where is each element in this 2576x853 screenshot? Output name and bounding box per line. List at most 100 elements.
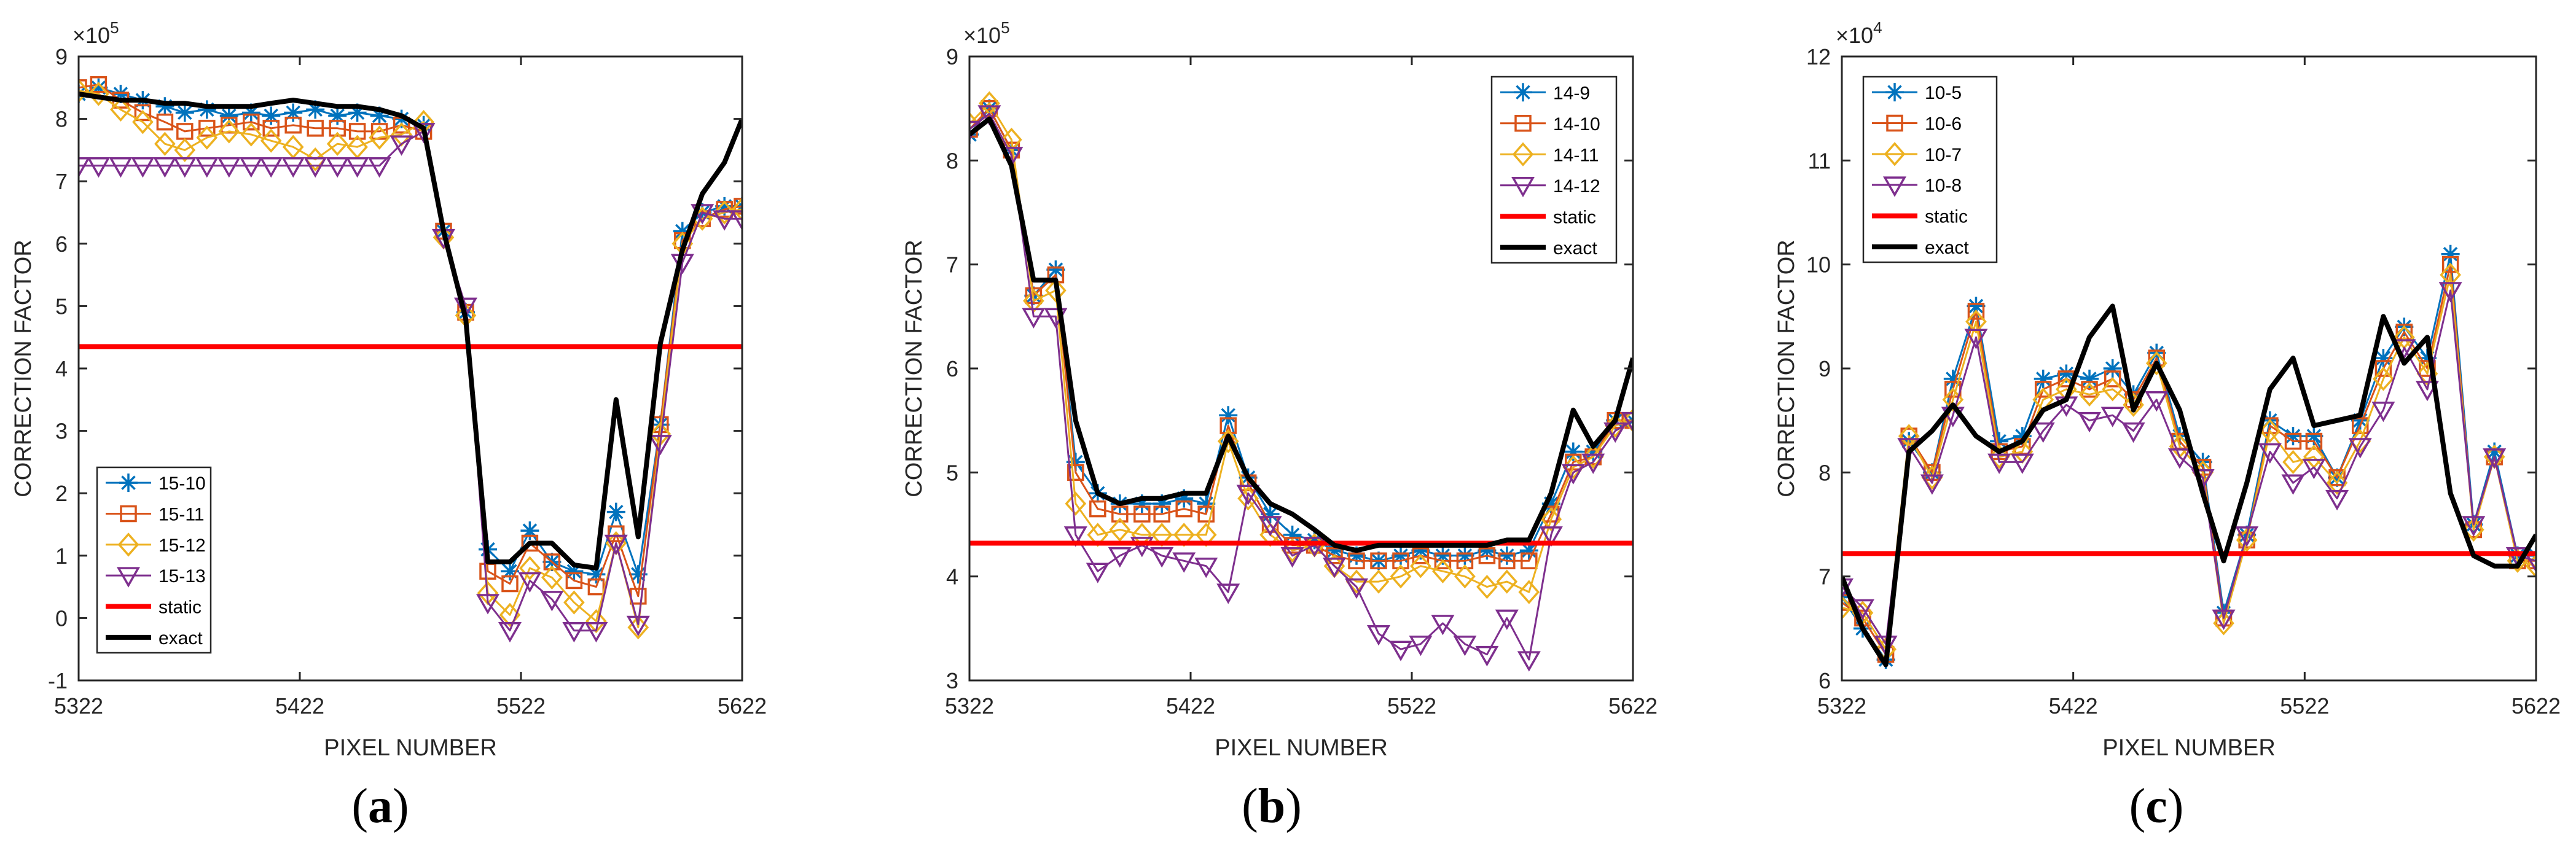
data-point-10-5 [2441, 244, 2460, 263]
legend-label-exact: exact [159, 628, 203, 649]
data-point-14-10 [1392, 552, 1409, 570]
data-point-10-5 [2351, 411, 2370, 430]
legend-marker-14-10 [1514, 115, 1532, 132]
data-point-15-13 [498, 621, 522, 643]
data-point-10-5 [2034, 369, 2053, 388]
data-point-15-10 [306, 100, 325, 119]
caption-b: (b) [1242, 779, 1302, 833]
data-point-15-13 [153, 157, 177, 178]
data-point-15-10 [715, 197, 734, 216]
data-point-15-11 [307, 120, 324, 137]
data-point-14-10 [1624, 411, 1633, 429]
legend-label-static: static [1925, 207, 1968, 227]
x-axis-label: PIXEL NUMBER [2102, 735, 2276, 761]
data-point-15-10 [673, 222, 692, 241]
data-point-10-8 [2258, 443, 2282, 464]
data-point-14-9 [1283, 525, 1302, 544]
data-point-14-11 [1065, 491, 1087, 516]
data-point-15-12 [174, 138, 196, 163]
data-point-10-6 [1842, 594, 1850, 611]
data-point-15-12 [218, 119, 240, 144]
legend: 14-9 14-10 14-11 14-12 static exact [1490, 76, 1618, 264]
data-point-10-5 [2284, 427, 2303, 446]
data-point-15-12 [499, 602, 521, 627]
data-point-10-5 [1990, 432, 2009, 451]
y-tick-label: 6 [55, 232, 68, 257]
legend-marker-14-11 [1512, 142, 1534, 166]
data-point-10-7 [2326, 470, 2348, 495]
data-point-10-8 [2100, 407, 2124, 427]
y-tick-label: 1 [55, 543, 68, 569]
data-point-10-7 [2462, 517, 2484, 542]
data-point-15-12 [79, 79, 90, 103]
data-point-14-12 [1280, 547, 1304, 568]
data-point-14-10 [1175, 500, 1192, 518]
data-point-14-12 [1409, 635, 1433, 656]
data-point-14-12 [1388, 641, 1413, 661]
data-point-10-7 [2102, 377, 2124, 402]
data-point-14-10 [1219, 417, 1237, 434]
data-point-10-7 [2373, 367, 2394, 391]
data-point-10-8 [2145, 391, 2169, 412]
y-tick-label: 12 [1806, 44, 1831, 69]
data-point-10-8 [2010, 453, 2034, 474]
y-tick-label: 9 [1818, 356, 1831, 381]
chart-panel-b: 5322 5422 5522 5622 3 4 5 6 7 8 9×105 PIXEL NUMBER C… [901, 18, 1658, 761]
data-point-10-5 [2417, 349, 2437, 368]
y-tick-label: 4 [55, 356, 68, 381]
data-point-15-12 [196, 125, 218, 150]
legend-label-10-8: 10-8 [1925, 176, 1962, 196]
data-point-10-8 [2302, 459, 2326, 480]
y-exponent-label: ×105 [72, 18, 119, 48]
data-point-14-9 [1153, 494, 1172, 513]
x-tick-label: 5522 [1387, 693, 1436, 719]
data-point-15-10 [241, 103, 260, 122]
data-point-10-7 [2236, 528, 2258, 553]
data-point-14-9 [1261, 505, 1280, 524]
data-point-10-5 [2374, 349, 2393, 368]
data-point-14-9 [1478, 541, 1497, 560]
series-group [969, 91, 1633, 672]
data-point-14-9 [1455, 546, 1474, 565]
y-tick-label: 9 [55, 44, 68, 69]
data-point-15-12 [132, 110, 154, 134]
data-point-15-11 [501, 575, 519, 593]
data-point-15-10 [284, 103, 303, 122]
data-point-15-11 [156, 113, 174, 131]
data-point-15-11 [329, 120, 346, 137]
legend-label-10-6: 10-6 [1925, 114, 1962, 134]
legend-marker-15-12 [117, 532, 139, 557]
legend: 15-10 15-11 15-12 15-13 static exact [96, 466, 212, 654]
legend-label-10-5: 10-5 [1925, 83, 1962, 103]
data-point-10-6 [2351, 417, 2369, 434]
y-tick-label: 5 [946, 460, 958, 485]
legend-label-15-10: 15-10 [159, 473, 206, 494]
data-point-10-7 [1842, 595, 1853, 620]
data-point-15-13 [195, 157, 219, 178]
data-point-14-12 [1150, 547, 1174, 568]
data-point-14-9 [1541, 494, 1560, 513]
series-group [79, 76, 742, 643]
legend-marker-15-10 [119, 473, 138, 493]
data-point-10-6 [2305, 432, 2323, 450]
data-point-15-13 [259, 157, 283, 178]
legend-label-exact: exact [1553, 238, 1597, 259]
data-point-15-12 [519, 556, 541, 580]
data-point-14-9 [1132, 494, 1151, 513]
data-point-14-9 [1197, 494, 1216, 513]
data-point-14-12 [1495, 609, 1519, 630]
data-point-15-10 [628, 565, 648, 584]
data-point-14-10 [1456, 552, 1474, 570]
y-tick-label: 8 [55, 107, 68, 132]
x-tick-label: 5622 [2511, 693, 2561, 719]
data-point-14-12 [1539, 526, 1563, 547]
data-point-15-11 [284, 117, 302, 134]
data-point-14-11 [1496, 569, 1518, 594]
data-point-15-12 [563, 590, 585, 615]
data-point-14-12 [1063, 526, 1087, 547]
legend-label-14-10: 14-10 [1553, 114, 1600, 134]
data-point-15-10 [175, 103, 194, 122]
data-point-14-9 [1497, 546, 1516, 565]
data-point-15-13 [626, 615, 650, 637]
data-point-14-9 [1433, 546, 1452, 565]
